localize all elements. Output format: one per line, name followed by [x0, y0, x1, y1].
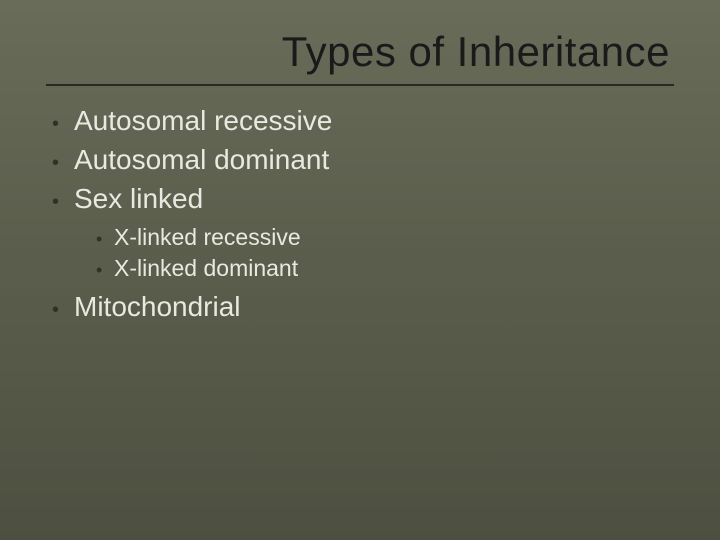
slide-content: • Autosomal recessive • Autosomal domina… — [46, 104, 674, 327]
bullet-icon: • — [52, 146, 74, 180]
list-item-label: Autosomal recessive — [74, 104, 332, 138]
bullet-icon: • — [52, 107, 74, 141]
sub-list: • X-linked recessive • X-linked dominant — [52, 223, 674, 284]
slide-title: Types of Inheritance — [46, 28, 674, 84]
sub-list-item: • X-linked dominant — [96, 254, 674, 284]
list-item: • Sex linked — [52, 182, 674, 219]
list-item: • Mitochondrial — [52, 290, 674, 327]
list-item: • Autosomal recessive — [52, 104, 674, 141]
bullet-icon: • — [96, 256, 114, 284]
sub-list-item: • X-linked recessive — [96, 223, 674, 253]
bullet-icon: • — [96, 225, 114, 253]
sub-list-item-label: X-linked dominant — [114, 254, 298, 282]
list-item-label: Sex linked — [74, 182, 203, 216]
list-item-label: Autosomal dominant — [74, 143, 329, 177]
sub-list-item-label: X-linked recessive — [114, 223, 301, 251]
list-item-label: Mitochondrial — [74, 290, 241, 324]
slide: Types of Inheritance • Autosomal recessi… — [0, 0, 720, 540]
bullet-icon: • — [52, 185, 74, 219]
bullet-icon: • — [52, 293, 74, 327]
title-rule — [46, 84, 674, 86]
list-item: • Autosomal dominant — [52, 143, 674, 180]
